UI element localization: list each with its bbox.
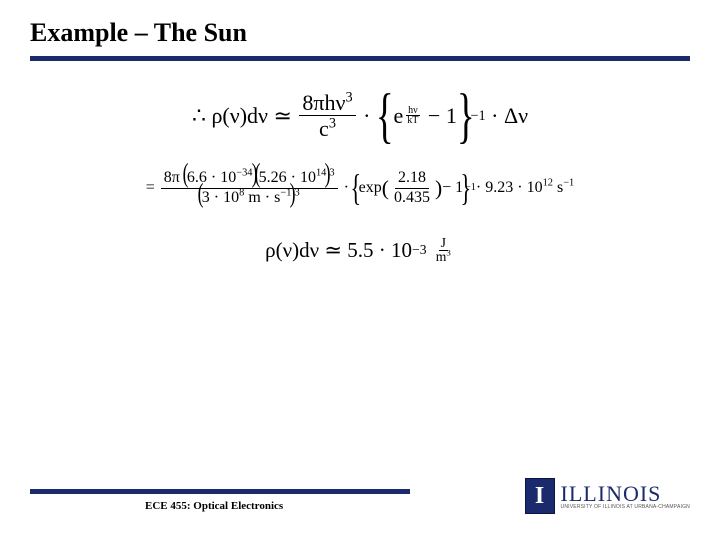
eq1-exp-base: e (394, 103, 404, 129)
equation-3: ρ(ν)dν ≃ 5.5 · 10−3 J m3 (50, 237, 670, 264)
eq2-exp-frac: 2.18 0.435 (391, 170, 433, 207)
exp-word: exp (359, 179, 382, 197)
logo-i-icon: I (525, 478, 555, 514)
eq3-unit-frac: J m3 (434, 237, 453, 264)
footer-rule (30, 489, 410, 494)
eq2-equals: = (146, 179, 155, 197)
eq3-lhs: ρ(ν)dν (265, 238, 319, 263)
eq2-big-frac: 8π (6.6 · 10−34)(5.26 · 1014)3 (3 · 108 … (161, 170, 338, 207)
eq1-delta-nu: Δν (504, 103, 528, 129)
eq3-approx: ≃ (324, 238, 342, 263)
eq3-val: 5.5 · 10 (347, 238, 412, 263)
equation-1: ∴ ρ(ν)dν ≃ 8πhν3 c3 · { e hν kT − 1 }−1 … (50, 91, 670, 140)
slide: Example – The Sun ∴ ρ(ν)dν ≃ 8πhν3 c3 · … (0, 0, 720, 540)
therefore-symbol: ∴ (192, 103, 206, 129)
eq1-minus1: − 1 (428, 103, 457, 129)
logo-text: ILLINOIS UNIVERSITY OF ILLINOIS AT URBAN… (561, 483, 690, 510)
logo-main: ILLINOIS (561, 483, 690, 505)
equation-2: = 8π (6.6 · 10−34)(5.26 · 1014)3 (3 · 10… (50, 170, 670, 207)
slide-title: Example – The Sun (30, 18, 690, 48)
footer: ECE 455: Optical Electronics I ILLINOIS … (30, 489, 690, 512)
logo-sub: UNIVERSITY OF ILLINOIS AT URBANA-CHAMPAI… (561, 505, 690, 510)
content-area: ∴ ρ(ν)dν ≃ 8πhν3 c3 · { e hν kT − 1 }−1 … (30, 91, 690, 264)
eq1-lhs: ρ(ν)dν (211, 103, 268, 129)
eq1-frac-a: 8πhν3 c3 (299, 91, 355, 140)
eq1-exp-frac: hν kT (405, 106, 420, 126)
eq1-approx: ≃ (273, 103, 291, 129)
eq2-tail: 9.23 · 1012 s−1 (485, 179, 574, 197)
dot: · (363, 103, 370, 129)
title-rule (30, 56, 690, 61)
illinois-logo: I ILLINOIS UNIVERSITY OF ILLINOIS AT URB… (525, 478, 690, 514)
